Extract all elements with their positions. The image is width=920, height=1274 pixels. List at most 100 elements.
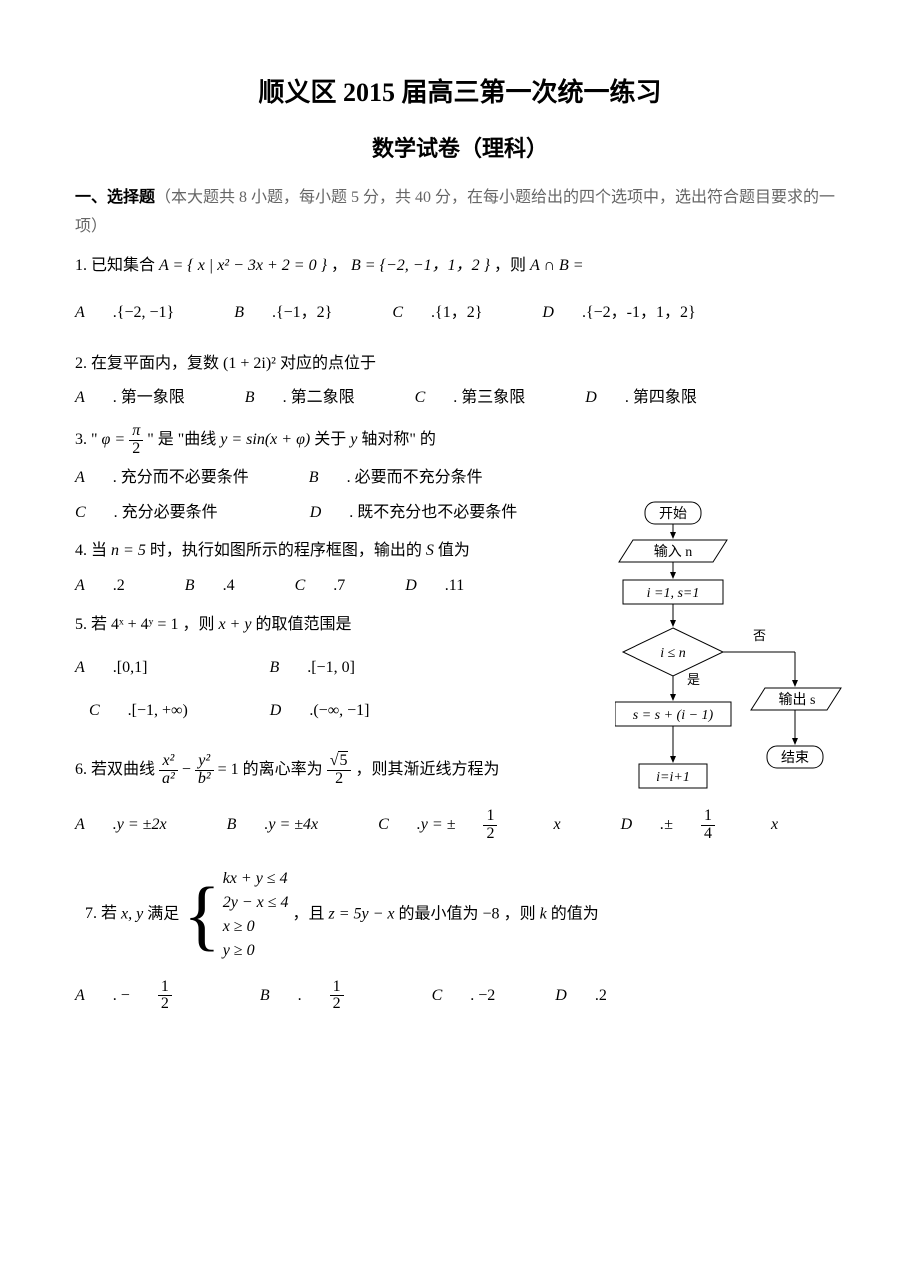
q5-option-B: B.[−1, 0] bbox=[269, 654, 382, 683]
q7-xy: x, y bbox=[121, 905, 143, 922]
q6-option-A: A.y = ±2x bbox=[75, 811, 195, 840]
q1-option-C: C.{1，2} bbox=[392, 299, 510, 328]
svg-text:i =1, s=1: i =1, s=1 bbox=[647, 586, 700, 601]
q7-option-C: C. −2 bbox=[432, 982, 524, 1011]
q7-mid3: 的最小值为 bbox=[399, 905, 483, 922]
q3-phi: φ = bbox=[102, 431, 130, 448]
svg-text:结束: 结束 bbox=[781, 750, 809, 766]
svg-text:输入 n: 输入 n bbox=[654, 544, 693, 560]
q5-option-D: D.(−∞, −1] bbox=[270, 697, 398, 726]
q7-option-A: A. −12 bbox=[75, 979, 228, 1014]
q3-option-C: C. 充分必要条件 bbox=[75, 499, 246, 528]
q4-option-A: A.2 bbox=[75, 572, 153, 601]
q6-option-B: B.y = ±4x bbox=[227, 811, 347, 840]
q3-option-B: B. 必要而不充分条件 bbox=[309, 464, 511, 493]
q7-system: { kx + y ≤ 4 2y − x ≤ 4 x ≥ 0 y ≥ 0 bbox=[183, 867, 288, 963]
q2-expr: (1 + 2i)² bbox=[223, 355, 276, 372]
question-2: 2. 在复平面内，复数 (1 + 2i)² 对应的点位于 bbox=[75, 350, 845, 379]
q6-post: ，则其渐近线方程为 bbox=[355, 761, 499, 778]
exam-title-1: 顺义区 2015 届高三第一次统一练习 bbox=[75, 70, 845, 117]
exam-title-2: 数学试卷（理科） bbox=[75, 129, 845, 169]
q7-system-lines: kx + y ≤ 4 2y − x ≤ 4 x ≥ 0 y ≥ 0 bbox=[223, 867, 289, 963]
q3-option-A: A. 充分而不必要条件 bbox=[75, 464, 277, 493]
svg-text:i ≤ n: i ≤ n bbox=[660, 646, 686, 661]
q3-frac: π 2 bbox=[129, 423, 143, 458]
q6-eq1: = 1 bbox=[218, 761, 239, 778]
q1-text-pre: 1. 已知集合 bbox=[75, 257, 159, 274]
q7-k: k bbox=[540, 905, 547, 922]
q4-post: 值为 bbox=[438, 542, 470, 559]
q1-options: A.{−2, −1} B.{−1，2} C.{1，2} D.{−2，-1，1，2… bbox=[75, 299, 845, 328]
q4-option-C: C.7 bbox=[295, 572, 374, 601]
svg-text:开始: 开始 bbox=[659, 506, 687, 522]
q7-post: ，则 bbox=[504, 905, 540, 922]
svg-text:s = s + (i − 1): s = s + (i − 1) bbox=[633, 708, 714, 723]
question-6: 6. 若双曲线 x² a² − y² b² = 1 的离心率为 √5 2 ，则其… bbox=[75, 753, 555, 788]
q1-text-mid: ， bbox=[331, 257, 347, 274]
q2-options: A. 第一象限 B. 第二象限 C. 第三象限 D. 第四象限 bbox=[75, 384, 845, 413]
question-7: 7. 若 x, y 满足 { kx + y ≤ 4 2y − x ≤ 4 x ≥… bbox=[75, 867, 845, 963]
q1-option-B: B.{−1，2} bbox=[234, 299, 360, 328]
q7-options: A. −12 B. 12 C. −2 D.2 bbox=[75, 979, 845, 1014]
section-1-label: 一、选择题 bbox=[75, 189, 155, 206]
flowchart: 开始 输入 n i =1, s=1 i ≤ n 是 s = s + (i − 1… bbox=[615, 500, 850, 840]
q2-post: 对应的点位于 bbox=[280, 355, 376, 372]
svg-text:i=i+1: i=i+1 bbox=[656, 770, 690, 785]
q3-y: y bbox=[350, 431, 357, 448]
q3-mid2: 关于 bbox=[314, 431, 350, 448]
q7-mid1: 满足 bbox=[147, 905, 183, 922]
q3-options-row1: A. 充分而不必要条件 B. 必要而不充分条件 bbox=[75, 464, 845, 493]
q6-frac2: y² b² bbox=[195, 753, 214, 788]
q2-option-B: B. 第二象限 bbox=[245, 384, 383, 413]
q5-option-C: C.[−1, +∞) bbox=[89, 697, 216, 726]
q4-pre: 4. 当 bbox=[75, 542, 111, 559]
svg-text:否: 否 bbox=[753, 628, 766, 643]
q6-mid: 的离心率为 bbox=[243, 761, 327, 778]
svg-text:输出 s: 输出 s bbox=[779, 692, 816, 708]
q2-option-A: A. 第一象限 bbox=[75, 384, 213, 413]
q1-set-B: B = {−2, −1，1，2 } bbox=[351, 257, 490, 274]
q2-pre: 2. 在复平面内，复数 bbox=[75, 355, 223, 372]
section-1-heading: 一、选择题（本大题共 8 小题，每小题 5 分，共 40 分，在每小题给出的四个… bbox=[75, 184, 845, 242]
question-4: 4. 当 n = 5 时，执行如图所示的程序框图，输出的 S 值为 bbox=[75, 537, 555, 566]
question-3: 3. " φ = π 2 " 是 "曲线 y = sin(x + φ) 关于 y… bbox=[75, 423, 845, 458]
q6-option-C: C.y = ±12x bbox=[378, 808, 588, 843]
q6-pre: 6. 若双曲线 bbox=[75, 761, 159, 778]
q4-option-B: B.4 bbox=[185, 572, 263, 601]
q5-xpy: x + y bbox=[218, 616, 251, 633]
q2-option-D: D. 第四象限 bbox=[585, 384, 725, 413]
section-1-desc: （本大题共 8 小题，每小题 5 分，共 40 分，在每小题给出的四个选项中，选… bbox=[75, 189, 835, 235]
q7-mid2: ，且 bbox=[292, 905, 328, 922]
q7-pre: 7. 若 bbox=[85, 905, 121, 922]
q3-pre: 3. " bbox=[75, 431, 98, 448]
q7-minval: −8 bbox=[483, 905, 500, 922]
brace-icon: { bbox=[183, 876, 220, 954]
q1-option-A: A.{−2, −1} bbox=[75, 299, 202, 328]
q5-expr: 4ˣ + 4ʸ = 1 bbox=[111, 616, 178, 633]
q1-AcapB: A ∩ B = bbox=[530, 257, 584, 274]
q7-z: z = 5y − x bbox=[328, 905, 394, 922]
q3-option-D: D. 既不充分也不必要条件 bbox=[310, 499, 546, 528]
q5-pre: 5. 若 bbox=[75, 616, 111, 633]
q3-post: 轴对称" 的 bbox=[361, 431, 436, 448]
q4-mid: 时，执行如图所示的程序框图，输出的 bbox=[150, 542, 426, 559]
q1-text-end: ，则 bbox=[494, 257, 530, 274]
question-1: 1. 已知集合 A = { x | x² − 3x + 2 = 0 } ， B … bbox=[75, 252, 845, 281]
q6-frac1: x² a² bbox=[159, 753, 178, 788]
q3-mid: " 是 "曲线 bbox=[147, 431, 220, 448]
q4-S: S bbox=[426, 542, 434, 559]
q7-option-B: B. 12 bbox=[260, 979, 400, 1014]
q3-curve: y = sin(x + φ) bbox=[220, 431, 310, 448]
q7-end: 的值为 bbox=[551, 905, 599, 922]
q1-option-D: D.{−2，-1，1，2} bbox=[542, 299, 723, 328]
q5-mid: ，则 bbox=[182, 616, 218, 633]
svg-text:是: 是 bbox=[687, 672, 700, 687]
q2-option-C: C. 第三象限 bbox=[415, 384, 554, 413]
q5-option-A: A.[0,1] bbox=[75, 654, 175, 683]
q7-option-D: D.2 bbox=[555, 982, 635, 1011]
q4-neq: n = 5 bbox=[111, 542, 146, 559]
q4-option-D: D.11 bbox=[405, 572, 492, 601]
q5-post: 的取值范围是 bbox=[255, 616, 351, 633]
flowchart-svg: 开始 输入 n i =1, s=1 i ≤ n 是 s = s + (i − 1… bbox=[615, 500, 850, 830]
q1-set-A: A = { x | x² − 3x + 2 = 0 } bbox=[159, 257, 327, 274]
